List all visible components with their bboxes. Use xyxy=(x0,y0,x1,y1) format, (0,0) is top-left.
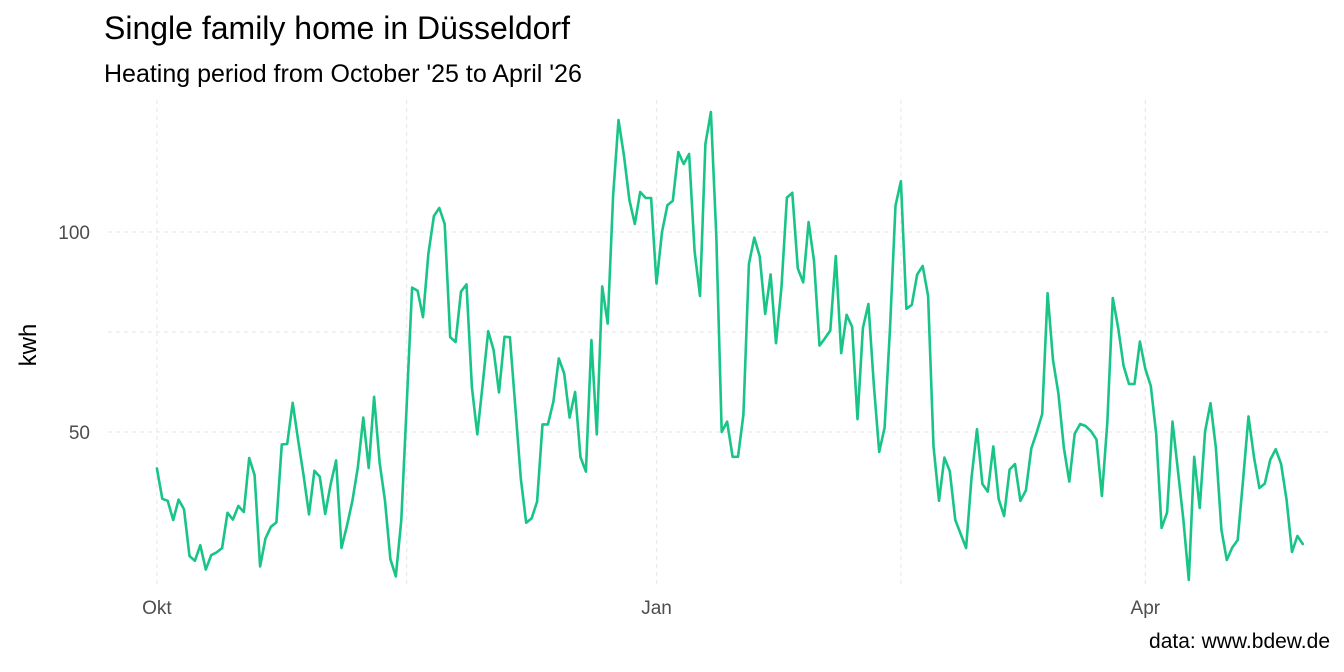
y-axis-label: kwh xyxy=(15,324,42,367)
chart-title: Single family home in Düsseldorf xyxy=(104,10,570,46)
y-tick-label: 50 xyxy=(69,423,90,444)
chart-caption: data: www.bdew.de xyxy=(1149,630,1330,653)
chart-subtitle: Heating period from October '25 to April… xyxy=(104,60,582,88)
x-axis-ticks: Okt Jan Apr xyxy=(142,598,1161,619)
series-line xyxy=(155,110,1305,582)
x-tick-label: Apr xyxy=(1131,598,1161,619)
x-tick-label: Okt xyxy=(142,598,172,619)
x-tick-label: Jan xyxy=(641,598,672,619)
y-axis-ticks: 50 100 xyxy=(58,223,90,444)
y-tick-label: 100 xyxy=(58,223,90,244)
